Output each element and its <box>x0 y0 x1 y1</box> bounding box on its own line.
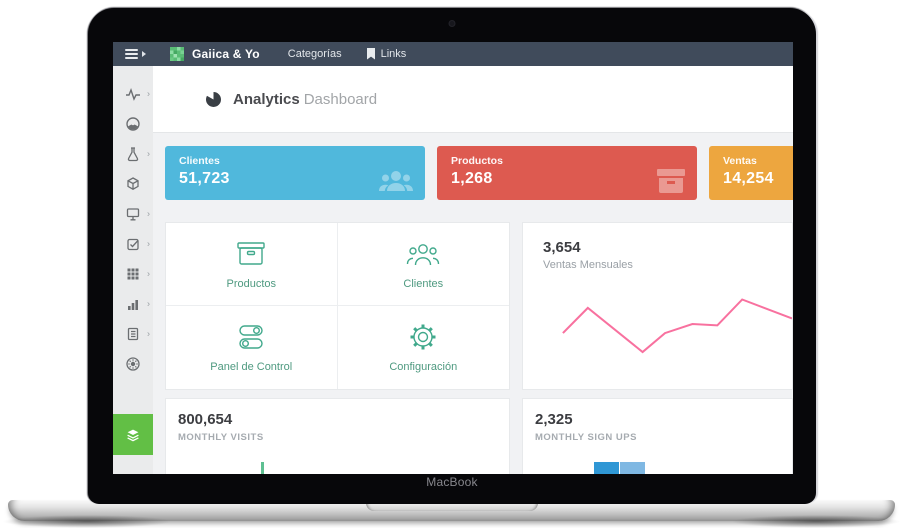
monitor-icon <box>126 208 140 221</box>
chevron-right-icon: › <box>147 298 150 309</box>
cube-icon <box>127 177 139 190</box>
hamburger-icon[interactable] <box>125 49 146 59</box>
chevron-right-icon: › <box>147 148 150 159</box>
stat-card-value: 14,254 <box>723 170 774 187</box>
flask-icon <box>127 147 139 162</box>
nav-item-categorias[interactable]: Categorías <box>288 48 342 60</box>
archive-icon <box>657 169 685 193</box>
monthly-visits-panel: 800,654 MONTHLY VISITS <box>165 398 510 474</box>
toggles-icon <box>239 325 263 349</box>
tile-label: Clientes <box>403 277 444 290</box>
nav-item-label: Links <box>380 48 407 60</box>
sales-chart-panel: 3,654 Ventas Mensuales <box>522 222 793 390</box>
chevron-right-icon: › <box>147 238 150 249</box>
tile-label: Productos <box>226 277 277 290</box>
macbook-base <box>2 500 901 528</box>
monthly-signups-panel: 2,325 MONTHLY SIGN UPS <box>522 398 793 474</box>
tile-configuracion[interactable]: Configuración <box>338 306 510 389</box>
sidebar-item-charts[interactable]: › <box>113 289 153 319</box>
sidebar-item-cube[interactable] <box>113 169 153 199</box>
main-content: Analytics Dashboard Clientes 51,723 <box>153 66 793 474</box>
tiles-panel: Productos Clientes <box>165 222 510 390</box>
sidebar-item-gauge[interactable] <box>113 109 153 139</box>
visits-sparkline-fragment <box>261 462 264 474</box>
stat-card-ventas: Ventas 14,254 <box>709 146 793 200</box>
screen: Gaiica & Yo Categorías Links › <box>113 42 793 474</box>
users-outline-icon <box>407 243 440 265</box>
chevron-right-icon: › <box>147 268 150 279</box>
activity-icon <box>126 87 140 101</box>
users-icon <box>379 171 413 191</box>
page-title: Analytics Dashboard <box>233 91 377 108</box>
tile-label: Panel de Control <box>210 361 293 373</box>
tile-clientes[interactable]: Clientes <box>337 223 509 306</box>
nav-item-label: Categorías <box>287 48 342 60</box>
stat-card-clientes: Clientes 51,723 <box>165 146 425 200</box>
webcam-icon <box>449 21 455 26</box>
bar-chart-icon <box>128 300 138 310</box>
brand[interactable]: Gaiica & Yo <box>170 47 260 61</box>
macbook-lid-notch <box>365 503 538 511</box>
stat-card-label: Productos <box>451 155 503 167</box>
sales-line-chart <box>543 279 792 363</box>
pie-chart-icon <box>206 91 221 107</box>
signups-bar-fragment <box>594 462 619 474</box>
signups-bar-fragment <box>620 462 645 474</box>
icon-sidebar: › › › <box>113 66 153 474</box>
sidebar-item-monitor[interactable]: › <box>113 199 153 229</box>
stat-card-productos: Productos 1,268 <box>437 146 697 200</box>
tile-panel-de-control[interactable]: Panel de Control <box>166 306 338 389</box>
notebook-icon <box>127 327 139 341</box>
sidebar-item-grid[interactable]: › <box>113 259 153 289</box>
chevron-right-icon: › <box>147 88 150 99</box>
mosaic-logo-icon <box>170 47 184 61</box>
sidebar-item-tasks[interactable]: › <box>113 229 153 259</box>
disc-icon <box>126 357 140 371</box>
stat-cards-row: Clientes 51,723 Productos 1,268 <box>165 146 793 200</box>
chevron-right-icon: › <box>147 328 150 339</box>
bookmark-icon <box>366 48 375 60</box>
tile-label: Configuración <box>389 361 458 373</box>
gear-icon <box>410 324 436 350</box>
nav-item-links[interactable]: Links <box>366 48 407 60</box>
grid-icon <box>127 268 139 280</box>
top-navbar: Gaiica & Yo Categorías Links <box>113 42 793 66</box>
macbook-bezel: MacBook <box>88 8 816 504</box>
brand-name: Gaiica & Yo <box>192 47 260 61</box>
chevron-right-icon: › <box>147 208 150 219</box>
stat-card-label: Ventas <box>723 155 757 167</box>
sidebar-item-disc[interactable] <box>113 349 153 379</box>
stat-card-value: 51,723 <box>179 170 230 187</box>
check-square-icon <box>127 238 139 251</box>
gauge-icon <box>126 117 140 131</box>
caret-right-icon <box>142 51 146 57</box>
page-title-bold: Analytics <box>233 90 300 108</box>
sales-label: Ventas Mensuales <box>543 259 633 271</box>
sidebar-item-flask[interactable]: › <box>113 139 153 169</box>
layers-icon <box>127 429 139 441</box>
bottom-stats-row: 800,654 MONTHLY VISITS 2,325 MONTHLY SIG… <box>165 398 793 474</box>
monthly-visits-value: 800,654 <box>178 411 233 428</box>
monthly-signups-label: MONTHLY SIGN UPS <box>535 432 637 443</box>
monthly-signups-value: 2,325 <box>535 411 573 428</box>
tile-productos[interactable]: Productos <box>166 223 338 306</box>
sidebar-item-layers-active[interactable] <box>113 414 153 455</box>
sidebar-item-notes[interactable]: › <box>113 319 153 349</box>
widgets-row: Productos Clientes <box>165 222 793 390</box>
page-title-light: Dashboard <box>303 90 378 108</box>
stat-card-value: 1,268 <box>451 170 493 187</box>
page-header: Analytics Dashboard <box>153 66 793 133</box>
macbook-label: MacBook <box>426 475 478 489</box>
box-icon <box>237 241 265 265</box>
monthly-visits-label: MONTHLY VISITS <box>178 432 264 443</box>
sales-value: 3,654 <box>543 239 581 256</box>
stat-card-label: Clientes <box>179 155 220 167</box>
sidebar-item-activity[interactable]: › <box>113 79 153 109</box>
